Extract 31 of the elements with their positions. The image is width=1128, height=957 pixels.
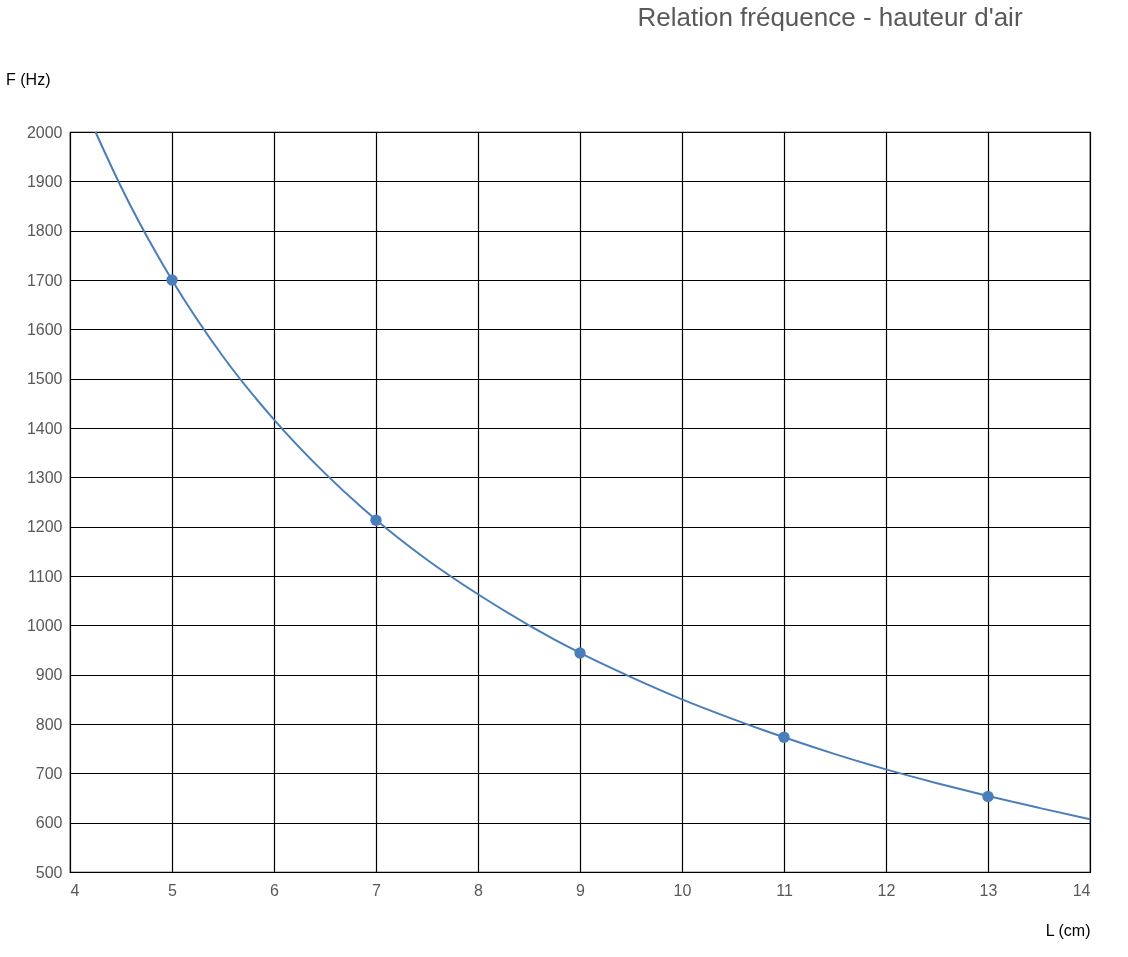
x-tick-label: 6 <box>270 881 280 899</box>
x-tick-label: 13 <box>979 881 998 899</box>
y-tick-label: 1000 <box>26 616 63 634</box>
y-tick-label: 1500 <box>26 370 63 388</box>
line-series <box>94 131 1091 821</box>
x-tick-label: 4 <box>70 881 80 899</box>
y-tick-label: 1600 <box>26 320 63 338</box>
y-tick-label: 1700 <box>26 271 63 289</box>
y-tick-label: 1200 <box>26 518 63 536</box>
x-tick-label: 5 <box>168 881 178 899</box>
x-tick-label: 10 <box>673 881 692 899</box>
y-tick-label: 800 <box>35 715 63 733</box>
y-tick-label: 1100 <box>28 567 63 585</box>
x-tick-label: 9 <box>576 881 586 899</box>
y-tick-label: 600 <box>35 814 63 832</box>
y-tick-label: 1400 <box>26 419 63 437</box>
x-tick-label: 14 <box>1072 881 1091 899</box>
y-tick-label: 900 <box>35 666 63 684</box>
y-axis-title: F (Hz) <box>6 70 51 88</box>
y-tick-label: 1900 <box>26 172 63 190</box>
y-tick-label: 1300 <box>26 468 63 486</box>
x-tick-label: 7 <box>372 881 382 899</box>
y-tick-label: 2000 <box>26 123 63 141</box>
x-tick-label: 8 <box>474 881 484 899</box>
y-tick-label: 500 <box>35 863 63 881</box>
y-tick-label: 1800 <box>26 222 63 240</box>
x-tick-label: 11 <box>776 881 793 899</box>
x-tick-label: 12 <box>877 881 896 899</box>
chart-title: Relation fréquence - hauteur d'air <box>637 2 1023 32</box>
x-axis-title: L (cm) <box>1045 921 1091 939</box>
y-tick-label: 700 <box>35 764 63 782</box>
